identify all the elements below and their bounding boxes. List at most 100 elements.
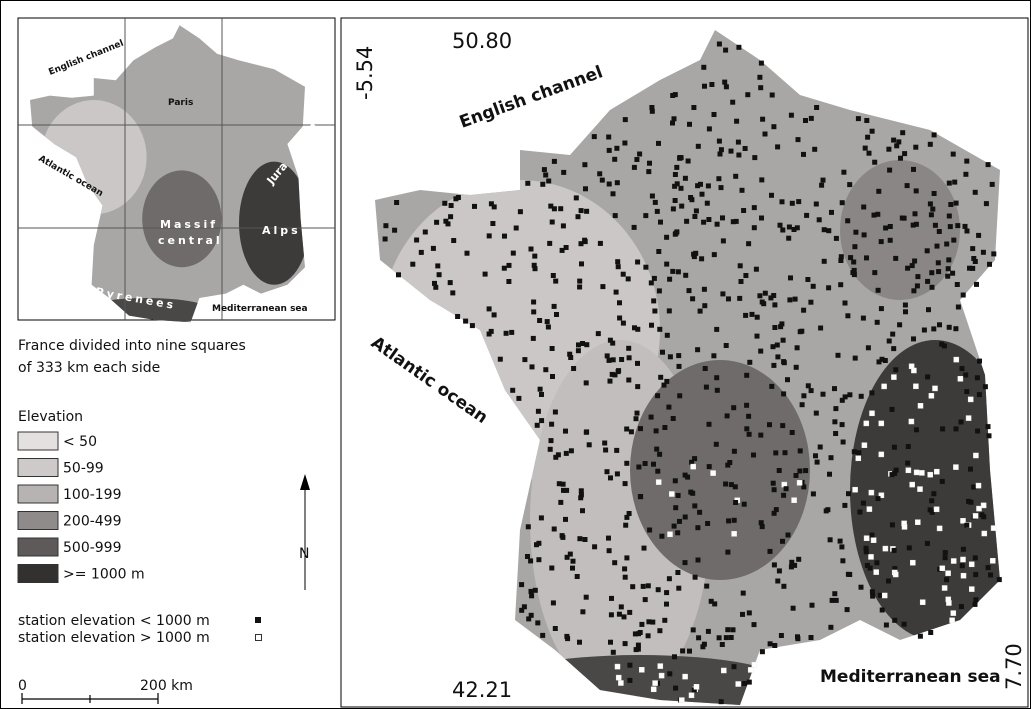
- station: [614, 471, 620, 477]
- station: [414, 237, 420, 243]
- station: [725, 549, 731, 555]
- station: [486, 331, 492, 337]
- station: [936, 525, 943, 532]
- station: [881, 383, 887, 390]
- station: [701, 641, 707, 647]
- station: [563, 245, 569, 250]
- station: [624, 514, 630, 520]
- station: [793, 364, 799, 370]
- station: [649, 322, 654, 328]
- station: [464, 250, 470, 256]
- station: [787, 297, 793, 303]
- inset-grid: [18, 18, 335, 320]
- station: [823, 508, 829, 514]
- station: [782, 450, 788, 456]
- station: [626, 355, 632, 361]
- station: [696, 635, 702, 641]
- station: [788, 112, 794, 118]
- station: [803, 468, 809, 474]
- legend: < 50 50-99 100-199 200-499 500-999 >= 1000 m: [17, 431, 145, 583]
- station: [716, 635, 722, 641]
- inset-label: Alps: [262, 224, 301, 237]
- caption: of 333 km each side: [18, 360, 160, 376]
- station: [886, 578, 891, 584]
- station: [887, 237, 893, 243]
- station: [615, 259, 621, 265]
- station: [469, 323, 475, 329]
- station: [622, 574, 628, 580]
- station: [692, 214, 698, 219]
- station: [608, 639, 613, 645]
- station: [844, 607, 850, 613]
- station: [864, 118, 870, 123]
- station: [682, 673, 688, 680]
- station: [838, 258, 844, 263]
- station: [602, 440, 608, 446]
- station: [985, 162, 991, 168]
- station: [519, 607, 525, 613]
- station: [788, 275, 793, 281]
- station: [797, 468, 803, 474]
- station: [971, 256, 977, 261]
- station: [558, 206, 564, 212]
- station: [883, 622, 889, 628]
- station: [835, 352, 841, 358]
- station: [983, 201, 989, 207]
- station: [700, 644, 706, 650]
- station: [758, 348, 764, 354]
- station: [559, 247, 565, 253]
- station: [591, 134, 597, 140]
- station: [853, 229, 859, 235]
- station: [693, 208, 699, 214]
- station: [863, 545, 869, 551]
- station: [752, 155, 758, 161]
- station: [932, 222, 938, 228]
- station: [675, 493, 681, 498]
- station: [982, 384, 988, 390]
- scale-label: 200 km: [140, 678, 193, 694]
- station: [948, 202, 954, 207]
- station: [820, 391, 826, 397]
- station: [674, 181, 680, 187]
- station: [578, 495, 584, 501]
- station: [915, 274, 921, 280]
- station: [564, 487, 570, 493]
- station: [531, 299, 537, 305]
- station: [648, 280, 654, 286]
- station: [936, 229, 942, 234]
- station: [780, 423, 786, 429]
- station: [488, 201, 494, 207]
- station: [874, 319, 880, 325]
- station: [970, 265, 976, 271]
- station: [538, 515, 544, 521]
- station: [818, 325, 824, 331]
- station: [582, 162, 588, 168]
- map-label: Mediterranean sea: [820, 667, 1001, 687]
- station: [664, 590, 670, 596]
- station: [967, 265, 972, 271]
- station: [655, 587, 661, 593]
- station: [532, 253, 538, 259]
- station: [931, 191, 937, 196]
- station: [737, 295, 743, 301]
- station: [955, 304, 961, 310]
- station: [575, 348, 581, 354]
- station: [510, 387, 516, 393]
- station: [631, 224, 637, 230]
- station: [879, 607, 885, 613]
- station: [972, 555, 978, 561]
- station: [846, 491, 851, 497]
- station: [549, 565, 555, 571]
- station: [697, 509, 703, 515]
- station: [735, 139, 741, 145]
- station: [570, 558, 576, 564]
- station: [801, 307, 807, 313]
- station: [531, 309, 537, 315]
- station: [951, 237, 957, 243]
- station: [925, 374, 931, 380]
- station: [501, 265, 507, 271]
- station: [706, 421, 712, 427]
- station: [600, 284, 606, 290]
- station: [643, 264, 649, 270]
- station: [548, 203, 554, 209]
